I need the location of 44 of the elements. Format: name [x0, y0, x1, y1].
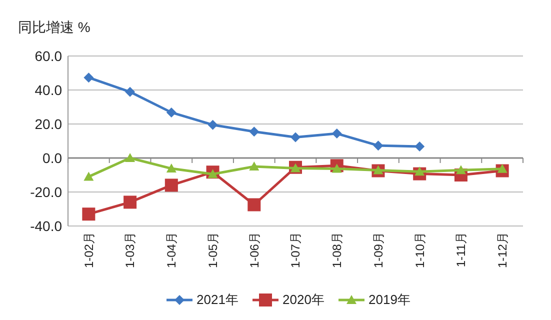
point: [248, 198, 261, 212]
point: [249, 126, 260, 137]
point: [82, 208, 96, 221]
y-tick-label: 40.0: [34, 82, 62, 98]
legend-label: 2020年: [282, 292, 324, 307]
x-tick-label: 1-08月: [330, 232, 344, 268]
point: [414, 141, 425, 152]
x-tick-label: 1-12月: [496, 232, 510, 268]
point: [332, 164, 342, 173]
point: [373, 165, 384, 174]
point: [124, 196, 137, 209]
x-tick-label: 1-11月: [454, 232, 468, 268]
y-tick-label: 0.0: [42, 150, 62, 166]
point: [125, 153, 136, 162]
point: [373, 140, 384, 151]
x-tick-label: 1-05月: [206, 232, 220, 268]
point: [414, 166, 425, 176]
point: [290, 132, 300, 142]
point: [125, 86, 136, 97]
x-tick-label: 1-10月: [412, 232, 427, 268]
x-tick-label: 1-02月: [82, 232, 96, 268]
y-axis-title: 同比增速 %: [18, 19, 90, 35]
point: [164, 178, 178, 192]
point: [208, 120, 218, 130]
point: [497, 164, 508, 173]
point: [84, 172, 94, 181]
point: [208, 169, 218, 178]
legend-label: 2019年: [368, 292, 410, 307]
x-tick-label: 1-09月: [371, 232, 386, 268]
point: [166, 107, 176, 118]
x-tick-label: 1-07月: [288, 232, 303, 268]
legend-label: 2021年: [196, 292, 238, 307]
point: [84, 72, 94, 83]
point: [166, 164, 176, 173]
y-tick-label: 20.0: [34, 116, 62, 132]
point: [332, 128, 342, 139]
x-tick-label: 1-06月: [247, 232, 262, 268]
point: [456, 165, 466, 174]
y-tick-label: -40.0: [30, 218, 62, 234]
x-tick-label: 1-03月: [123, 232, 138, 268]
y-tick-label: 60.0: [34, 48, 62, 64]
y-tick-label: -20.0: [30, 184, 62, 200]
point: [249, 162, 260, 170]
x-tick-label: 1-04月: [164, 232, 179, 268]
